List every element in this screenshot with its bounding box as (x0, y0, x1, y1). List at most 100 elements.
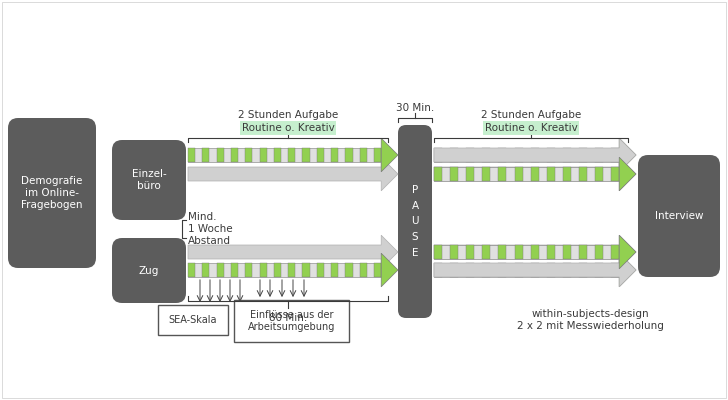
Bar (260, 263, 266, 277)
Bar (563, 263, 571, 277)
Bar (611, 148, 620, 162)
Bar (331, 263, 339, 277)
Text: 2 Stunden Aufgabe: 2 Stunden Aufgabe (238, 110, 338, 120)
FancyBboxPatch shape (8, 118, 96, 268)
Polygon shape (434, 253, 636, 287)
Bar (234, 300, 349, 342)
Polygon shape (620, 157, 636, 191)
Polygon shape (620, 235, 636, 269)
Bar (260, 148, 266, 162)
Bar (547, 167, 555, 181)
Bar (499, 245, 507, 259)
Bar (331, 148, 339, 162)
Bar (374, 263, 381, 277)
Polygon shape (620, 253, 636, 287)
Bar (595, 148, 603, 162)
Bar (611, 245, 620, 259)
Bar (202, 148, 210, 162)
Bar (547, 245, 555, 259)
Bar (563, 245, 571, 259)
Polygon shape (620, 138, 636, 172)
Bar (245, 148, 253, 162)
FancyBboxPatch shape (398, 125, 432, 318)
Bar (483, 245, 491, 259)
Bar (531, 148, 539, 162)
Bar (515, 245, 523, 259)
Bar (202, 263, 210, 277)
Bar (547, 148, 555, 162)
Bar (274, 148, 281, 162)
Bar (531, 263, 539, 277)
Text: SEA-Skala: SEA-Skala (169, 315, 217, 325)
Bar (217, 148, 223, 162)
Polygon shape (381, 253, 398, 287)
Bar (434, 245, 442, 259)
Bar (611, 167, 620, 181)
Text: Demografie
im Online-
Fragebogen: Demografie im Online- Fragebogen (21, 176, 83, 210)
Bar (231, 263, 238, 277)
Bar (217, 263, 223, 277)
Bar (188, 148, 195, 162)
Bar (303, 148, 309, 162)
Bar (188, 148, 381, 162)
Polygon shape (434, 157, 636, 191)
Bar (579, 245, 587, 259)
Bar (595, 263, 603, 277)
Bar (563, 167, 571, 181)
Text: Mind.
1 Woche
Abstand: Mind. 1 Woche Abstand (188, 212, 233, 246)
Bar (466, 167, 474, 181)
Bar (450, 148, 458, 162)
Bar (515, 167, 523, 181)
Bar (450, 245, 458, 259)
Bar (483, 167, 491, 181)
Bar (611, 263, 620, 277)
Text: Routine o. Kreativ: Routine o. Kreativ (242, 123, 334, 133)
Bar (499, 263, 507, 277)
Bar (450, 167, 458, 181)
Bar (563, 148, 571, 162)
Text: Zug: Zug (139, 266, 159, 276)
Bar (188, 263, 381, 277)
Bar (317, 148, 324, 162)
Bar (579, 263, 587, 277)
Text: 2 Stunden Aufgabe: 2 Stunden Aufgabe (481, 110, 581, 120)
Text: 80 Min.: 80 Min. (269, 313, 307, 323)
Bar (595, 245, 603, 259)
Bar (466, 245, 474, 259)
Bar (345, 263, 352, 277)
Polygon shape (188, 157, 398, 191)
Bar (245, 263, 253, 277)
Bar (434, 245, 620, 259)
Bar (188, 263, 195, 277)
Bar (434, 263, 442, 277)
Bar (579, 167, 587, 181)
Bar (531, 245, 539, 259)
Bar (515, 263, 523, 277)
Bar (547, 263, 555, 277)
Bar (466, 263, 474, 277)
Bar (274, 263, 281, 277)
Bar (595, 167, 603, 181)
Bar (288, 263, 296, 277)
Bar (466, 148, 474, 162)
Bar (434, 167, 442, 181)
Bar (374, 148, 381, 162)
Polygon shape (188, 235, 398, 269)
Polygon shape (434, 138, 636, 172)
Bar (499, 148, 507, 162)
Text: 30 Min.: 30 Min. (396, 103, 434, 113)
Bar (434, 167, 620, 181)
Bar (360, 263, 367, 277)
Bar (158, 305, 228, 335)
Bar (483, 263, 491, 277)
Bar (531, 167, 539, 181)
Bar (579, 148, 587, 162)
Bar (303, 263, 309, 277)
Bar (450, 263, 458, 277)
Bar (434, 148, 620, 162)
Bar (434, 148, 442, 162)
Text: Einzel-
büro: Einzel- büro (132, 169, 167, 191)
Bar (231, 148, 238, 162)
Bar (499, 167, 507, 181)
Bar (345, 148, 352, 162)
